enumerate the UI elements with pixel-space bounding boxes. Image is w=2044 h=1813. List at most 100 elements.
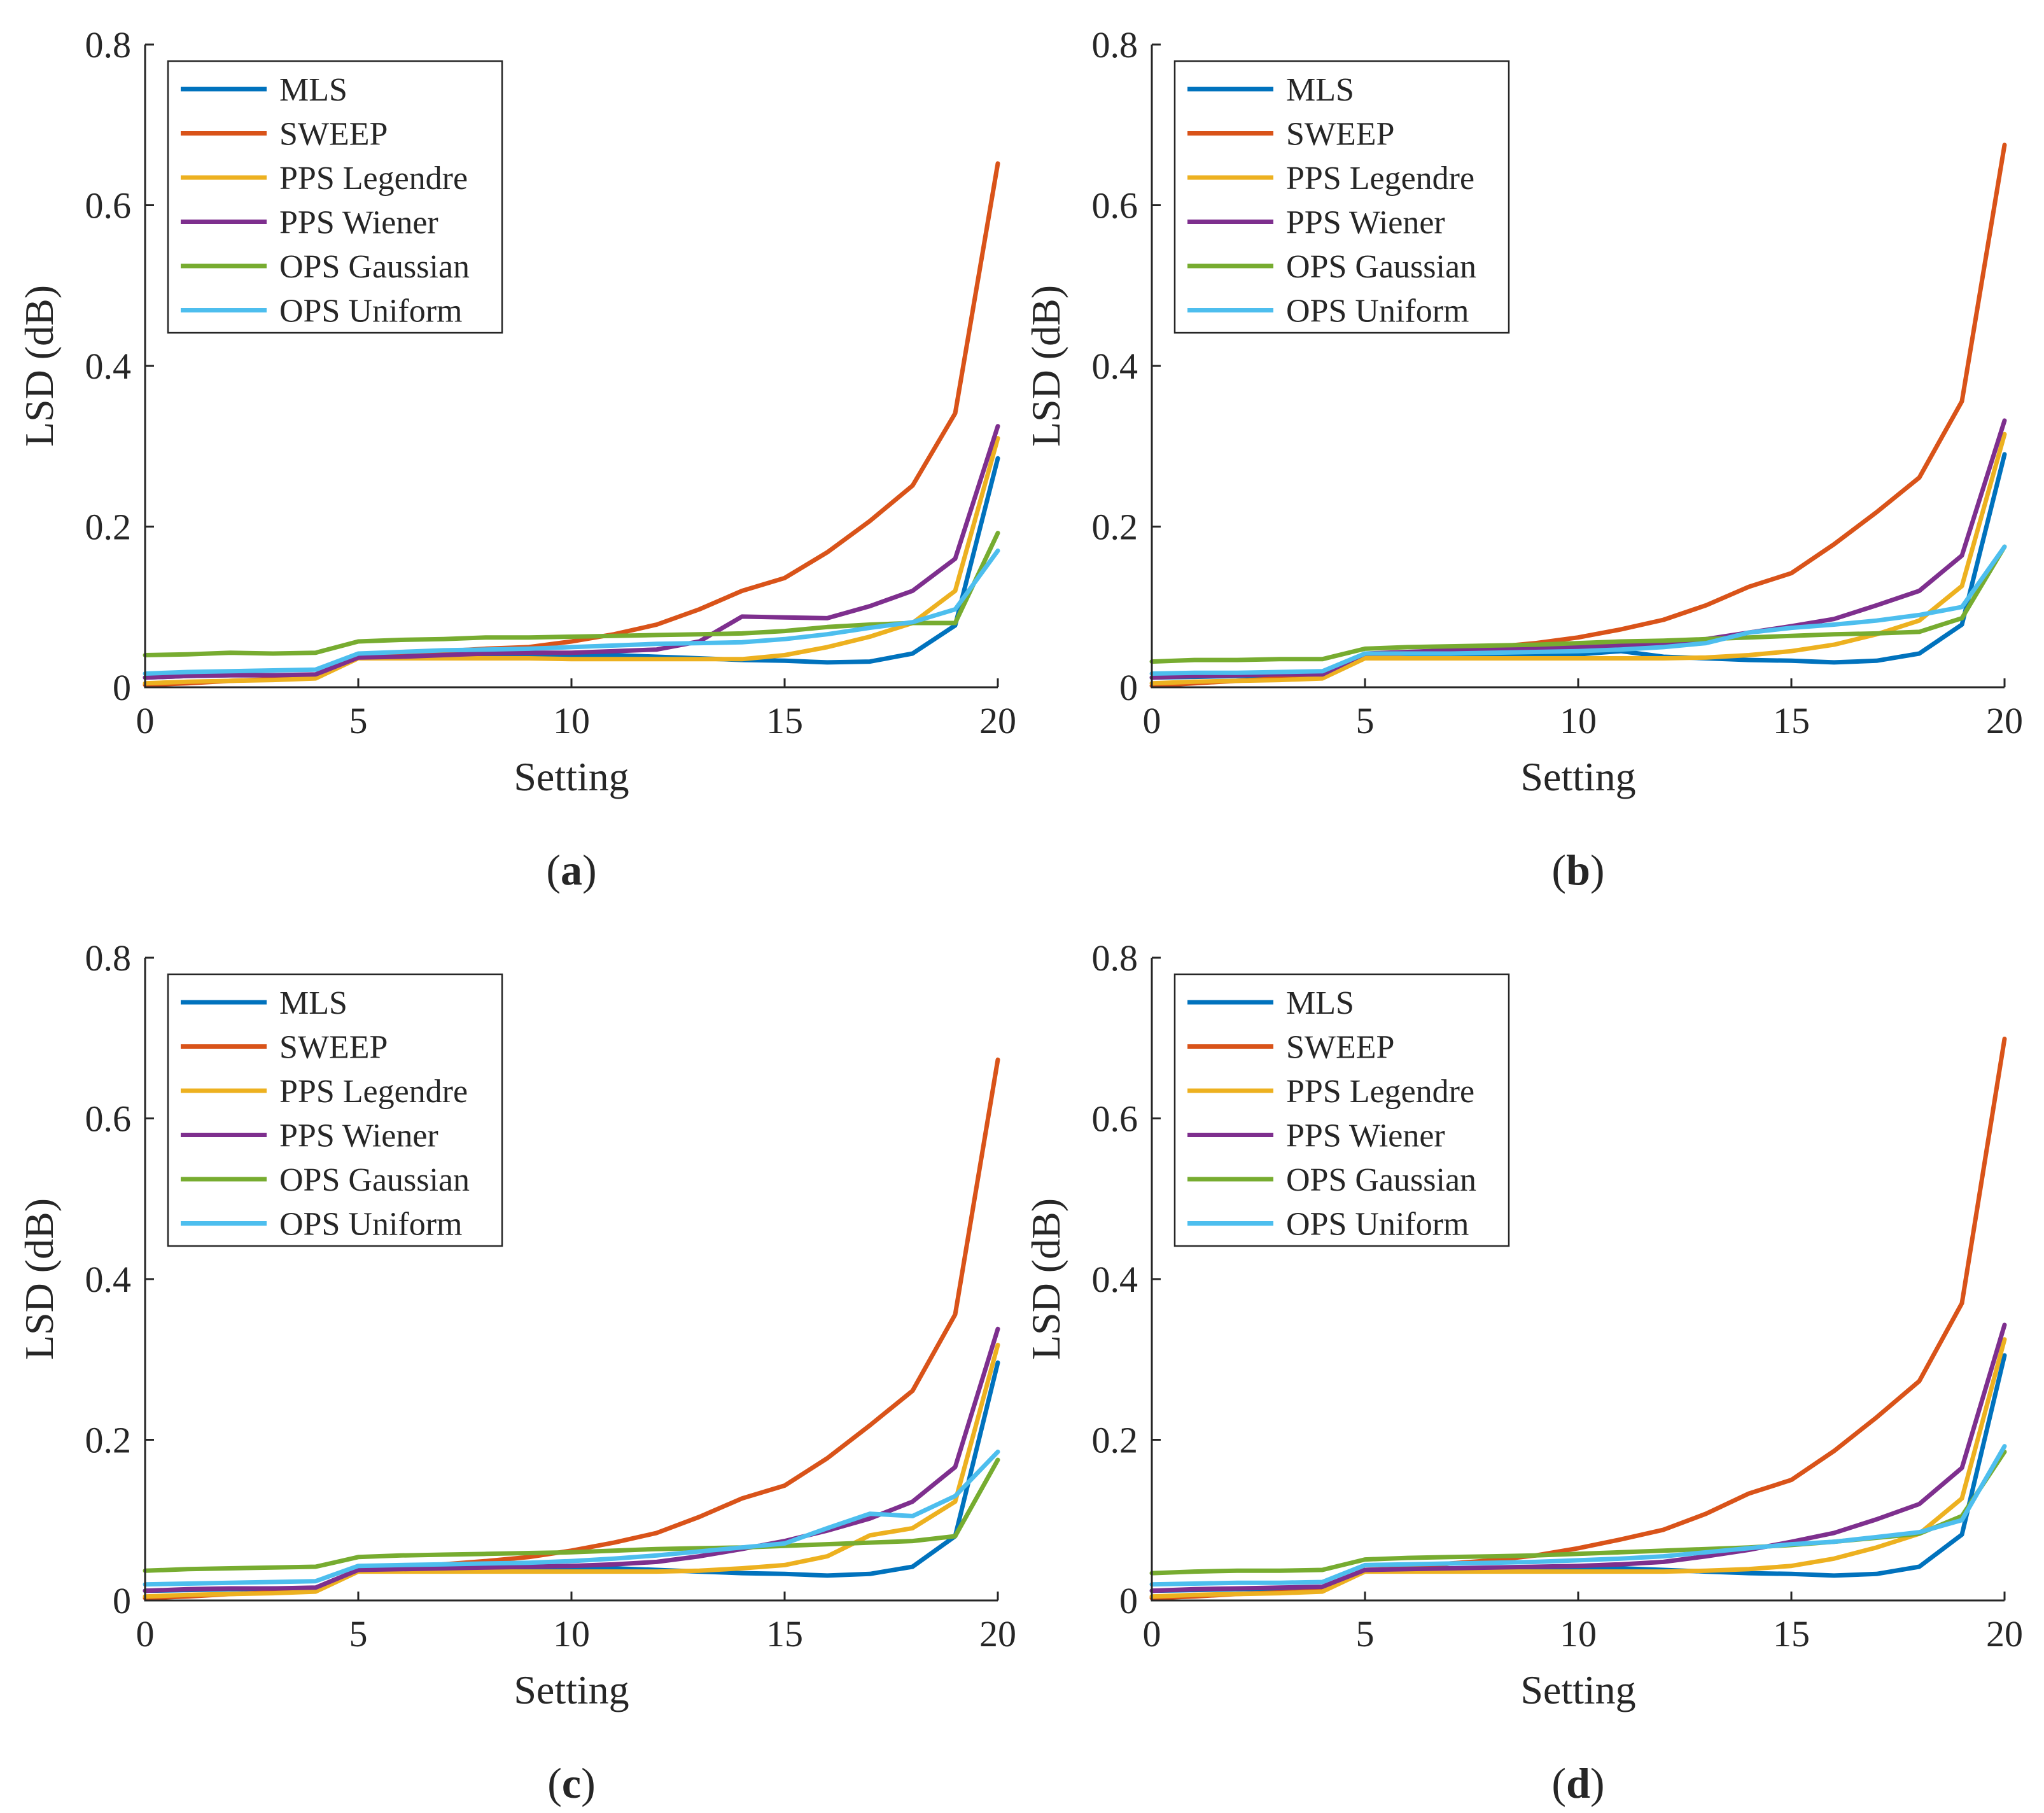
x-tick-label: 0 bbox=[136, 1613, 155, 1655]
series-line-ops-uniform bbox=[1149, 544, 2007, 676]
x-tick-label: 0 bbox=[1143, 700, 1161, 741]
y-tick-label: 0.8 bbox=[85, 24, 132, 66]
series-line-ops-gaussian bbox=[143, 531, 1000, 657]
y-tick-label: 0.8 bbox=[1092, 937, 1138, 979]
series-line-pps-wiener bbox=[1149, 418, 2007, 680]
legend: MLS SWEEP PPS Legendre PPS Wiener OPS Gaussi… bbox=[1173, 60, 1510, 334]
x-tick-label: 10 bbox=[553, 1613, 590, 1655]
legend-label: PPS Wiener bbox=[279, 1118, 438, 1154]
series-line-ops-uniform bbox=[143, 1449, 1000, 1587]
legend-label: OPS Gaussian bbox=[279, 249, 470, 285]
legend: MLS SWEEP PPS Legendre PPS Wiener OPS Gaussi… bbox=[167, 973, 503, 1247]
legend-label: PPS Wiener bbox=[1286, 1118, 1445, 1154]
x-tick-label: 5 bbox=[349, 1613, 368, 1655]
x-tick-label: 10 bbox=[553, 700, 590, 741]
x-tick-label: 20 bbox=[979, 700, 1016, 741]
y-tick-label: 0.6 bbox=[1092, 185, 1138, 227]
legend-label: OPS Gaussian bbox=[279, 1162, 470, 1198]
x-tick-label: 5 bbox=[1356, 700, 1375, 741]
y-axis-label: LSD (dB) bbox=[17, 285, 62, 447]
legend-label: PPS Legendre bbox=[1286, 160, 1474, 197]
legend-label: OPS Uniform bbox=[1286, 293, 1469, 330]
legend-label: SWEEP bbox=[279, 1030, 388, 1066]
y-tick-label: 0.4 bbox=[85, 346, 132, 387]
y-tick-label: 0.6 bbox=[85, 185, 132, 227]
x-tick-label: 20 bbox=[979, 1613, 1016, 1655]
legend-label: SWEEP bbox=[279, 116, 388, 153]
x-axis-label: Setting bbox=[1520, 754, 1635, 799]
legend-box bbox=[167, 973, 503, 1247]
series-line-pps-wiener bbox=[1149, 1322, 2007, 1593]
y-tick-label: 0.2 bbox=[1092, 507, 1138, 548]
panel-label-letter: d bbox=[1566, 1759, 1590, 1807]
legend-label: SWEEP bbox=[1286, 1030, 1394, 1066]
x-tick-label: 20 bbox=[1986, 1613, 2023, 1655]
series-line-pps-legendre bbox=[1149, 1337, 2007, 1599]
legend-box bbox=[1173, 60, 1510, 334]
chart-panel-a: 0 5 10 15 20 0 0.2 0.4 0.6 0.8 Setting LSD (dB) (a) M… bbox=[17, 24, 1016, 894]
legend-box bbox=[167, 60, 503, 334]
x-tick-label: 5 bbox=[349, 700, 368, 741]
x-tick-label: 15 bbox=[1773, 1613, 1810, 1655]
y-tick-label: 0.6 bbox=[1092, 1098, 1138, 1140]
x-axis-label: Setting bbox=[514, 1667, 629, 1712]
x-tick-label: 0 bbox=[1143, 1613, 1161, 1655]
chart-panel-c: 0 5 10 15 20 0 0.2 0.4 0.6 0.8 Setting LSD (dB) (c) M… bbox=[17, 937, 1016, 1807]
y-axis-label: LSD (dB) bbox=[17, 1198, 62, 1360]
series-line-ops-gaussian bbox=[143, 1457, 1000, 1573]
x-tick-label: 15 bbox=[766, 700, 803, 741]
x-tick-label: 0 bbox=[136, 700, 155, 741]
panel-label: (a) bbox=[546, 846, 596, 894]
y-tick-label: 0 bbox=[113, 1580, 131, 1621]
series-line-ops-uniform bbox=[1149, 1444, 2007, 1587]
y-tick-label: 0.4 bbox=[1092, 346, 1138, 387]
legend-label: OPS Uniform bbox=[279, 293, 462, 330]
y-tick-label: 0.8 bbox=[85, 937, 132, 979]
legend-label: PPS Wiener bbox=[1286, 205, 1445, 241]
x-tick-label: 10 bbox=[1560, 700, 1597, 741]
x-tick-label: 10 bbox=[1560, 1613, 1597, 1655]
x-tick-label: 15 bbox=[1773, 700, 1810, 741]
legend: MLS SWEEP PPS Legendre PPS Wiener OPS Gaussi… bbox=[167, 60, 503, 334]
y-axis-label: LSD (dB) bbox=[1023, 1198, 1068, 1360]
x-tick-label: 15 bbox=[766, 1613, 803, 1655]
y-tick-label: 0.2 bbox=[85, 507, 132, 548]
legend-label: MLS bbox=[1286, 72, 1354, 108]
series-line-pps-legendre bbox=[143, 436, 1000, 686]
y-tick-label: 0 bbox=[113, 667, 131, 708]
legend-label: OPS Uniform bbox=[279, 1207, 462, 1243]
x-tick-label: 5 bbox=[1356, 1613, 1375, 1655]
panel-label: (b) bbox=[1551, 846, 1604, 894]
legend-label: OPS Gaussian bbox=[1286, 1162, 1476, 1198]
panel-label: (d) bbox=[1551, 1759, 1604, 1807]
x-tick-label: 20 bbox=[1986, 700, 2023, 741]
y-tick-label: 0 bbox=[1119, 1580, 1138, 1621]
chart-panel-b: 0 5 10 15 20 0 0.2 0.4 0.6 0.8 Setting LSD (dB) (b) M… bbox=[1023, 24, 2023, 894]
legend-label: PPS Legendre bbox=[279, 160, 468, 197]
legend-label: PPS Legendre bbox=[279, 1074, 468, 1110]
y-tick-label: 0 bbox=[1119, 667, 1138, 708]
series-line-pps-wiener bbox=[143, 1326, 1000, 1593]
legend-label: OPS Gaussian bbox=[1286, 249, 1476, 285]
series-line-ops-gaussian bbox=[1149, 544, 2007, 664]
legend-label: MLS bbox=[1286, 985, 1354, 1021]
panel-label-letter: b bbox=[1566, 846, 1590, 894]
y-tick-label: 0.6 bbox=[85, 1098, 132, 1140]
legend-label: MLS bbox=[279, 985, 347, 1021]
legend-label: MLS bbox=[279, 72, 347, 108]
legend-label: PPS Legendre bbox=[1286, 1074, 1474, 1110]
y-tick-label: 0.4 bbox=[85, 1259, 132, 1300]
y-tick-label: 0.8 bbox=[1092, 24, 1138, 66]
series-line-pps-wiener bbox=[143, 424, 1000, 680]
series-line-pps-legendre bbox=[1149, 431, 2007, 686]
chart-panel-d: 0 5 10 15 20 0 0.2 0.4 0.6 0.8 Setting LSD (dB) (d) M… bbox=[1023, 937, 2023, 1807]
x-axis-label: Setting bbox=[514, 754, 629, 799]
y-tick-label: 0.2 bbox=[85, 1420, 132, 1461]
series-line-ops-uniform bbox=[143, 548, 1000, 676]
legend-label: PPS Wiener bbox=[279, 205, 438, 241]
panel-label: (c) bbox=[547, 1759, 596, 1807]
legend-label: SWEEP bbox=[1286, 116, 1394, 153]
legend-label: OPS Uniform bbox=[1286, 1207, 1469, 1243]
legend-box bbox=[1173, 973, 1510, 1247]
